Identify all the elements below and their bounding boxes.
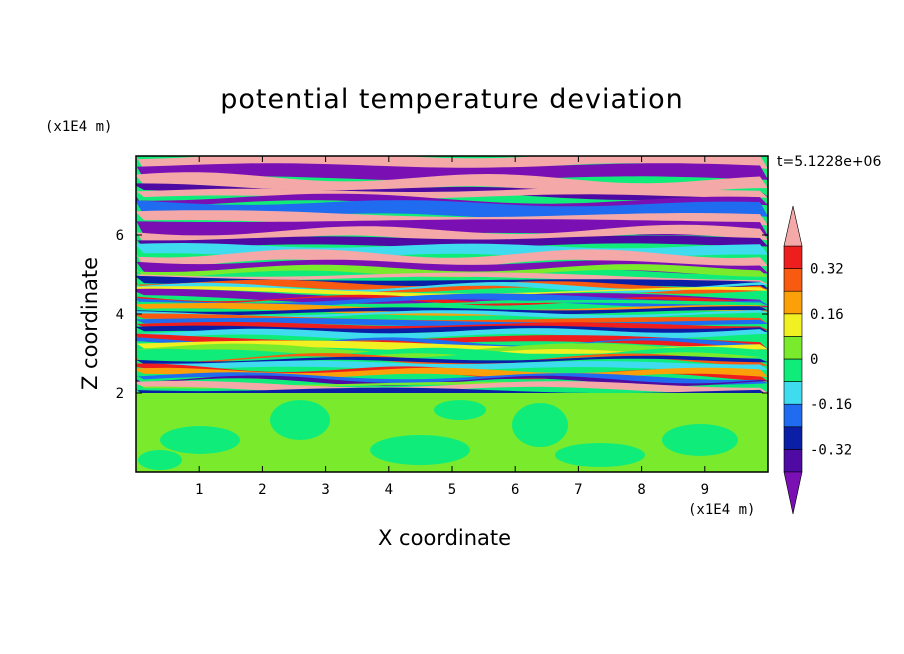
colorbar-segment bbox=[783, 245, 803, 269]
contour-band bbox=[136, 249, 768, 269]
x-tick-label: 1 bbox=[195, 482, 203, 498]
stratified-layer bbox=[136, 156, 768, 400]
contour-blob bbox=[434, 400, 486, 420]
contour-band bbox=[136, 310, 768, 319]
contour-band bbox=[136, 337, 768, 349]
z-axis-unit: (x1E4 m) bbox=[45, 119, 113, 135]
contour-blob bbox=[270, 400, 330, 440]
contour-blob bbox=[512, 403, 568, 447]
contour-blob bbox=[555, 443, 645, 467]
colorbar-segment bbox=[783, 336, 803, 360]
contour-band bbox=[136, 346, 768, 362]
time-stamp: t=5.1228e+06 bbox=[777, 154, 882, 170]
x-axis-label: X coordinate bbox=[378, 526, 512, 550]
y-axis-label: Z coordinate bbox=[78, 256, 102, 390]
colorbar-segment bbox=[783, 381, 803, 405]
colorbar-segment bbox=[783, 358, 803, 382]
contour-band bbox=[136, 156, 768, 171]
colorbar-label: -0.32 bbox=[810, 442, 852, 458]
colorbar-extend-min bbox=[783, 471, 803, 515]
y-tick-label: 2 bbox=[116, 386, 124, 402]
x-tick-label: 3 bbox=[321, 482, 329, 498]
colorbar-segment bbox=[783, 403, 803, 428]
x-tick-label: 5 bbox=[448, 482, 456, 498]
contour-band bbox=[136, 259, 768, 275]
contour-band bbox=[136, 375, 768, 387]
colorbar-segment bbox=[783, 268, 803, 292]
contour-band bbox=[136, 302, 768, 316]
colorbar-label: 0 bbox=[810, 352, 818, 368]
contour-blob bbox=[138, 450, 182, 470]
x-axis-unit: (x1E4 m) bbox=[688, 502, 756, 518]
contour-band bbox=[136, 355, 768, 365]
colorbar-segment bbox=[783, 426, 803, 450]
x-axis: 1 2 3 4 5 6 7 8 9 bbox=[195, 156, 709, 498]
colorbar-label: -0.16 bbox=[810, 397, 852, 413]
x-tick-label: 2 bbox=[258, 482, 266, 498]
contour-band bbox=[136, 294, 768, 307]
y-tick-label: 6 bbox=[116, 228, 124, 244]
colorbar: 0.32 0.16 0 -0.16 -0.32 bbox=[783, 205, 852, 515]
contour-band bbox=[136, 321, 768, 331]
contour-blob bbox=[160, 426, 240, 454]
x-tick-label: 6 bbox=[511, 482, 519, 498]
contour-band bbox=[136, 360, 768, 371]
colorbar-label: 0.16 bbox=[810, 307, 844, 323]
contour-band bbox=[136, 372, 768, 385]
colorbar-extend-max bbox=[783, 205, 803, 247]
contour-band bbox=[136, 224, 768, 245]
colorbar-segment bbox=[783, 313, 803, 337]
contour-field bbox=[136, 156, 768, 472]
chart-title: potential temperature deviation bbox=[220, 84, 684, 115]
x-tick-label: 9 bbox=[701, 482, 709, 498]
contour-blob bbox=[662, 424, 738, 456]
contour-band bbox=[136, 286, 768, 297]
colorbar-segment bbox=[783, 449, 803, 473]
y-tick-label: 4 bbox=[116, 307, 124, 323]
contour-band bbox=[136, 235, 768, 249]
contour-band bbox=[136, 264, 768, 278]
contour-band bbox=[136, 353, 768, 366]
contour-blob bbox=[370, 435, 470, 465]
x-tick-label: 8 bbox=[637, 482, 645, 498]
x-tick-label: 4 bbox=[385, 482, 393, 498]
colorbar-label: 0.32 bbox=[810, 262, 844, 278]
contour-band bbox=[136, 343, 768, 359]
contour-band bbox=[136, 163, 768, 181]
colorbar-segment bbox=[783, 290, 803, 315]
x-tick-label: 7 bbox=[574, 482, 582, 498]
y-axis: 2 4 6 bbox=[116, 228, 768, 402]
